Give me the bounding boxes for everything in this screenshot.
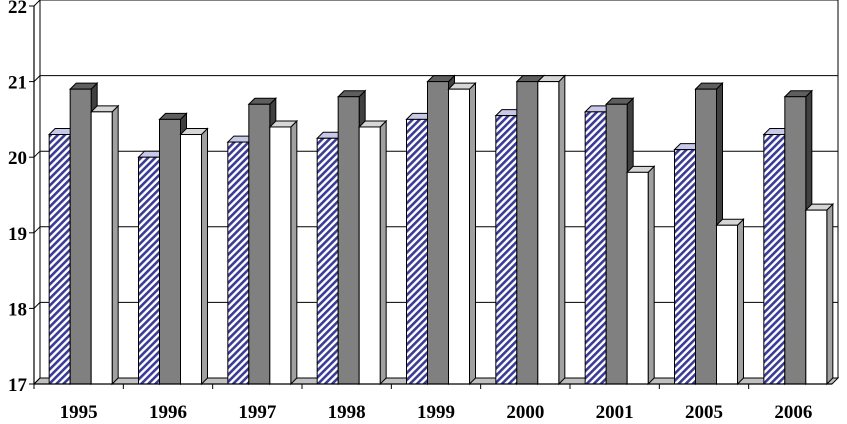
y-tick-depth: [33, 75, 41, 82]
axes: [29, 0, 832, 389]
y-tick-depth: [33, 0, 41, 7]
bar: [716, 224, 738, 385]
x-tick-label: 1996: [149, 402, 187, 423]
x-tick-label: 2005: [685, 402, 723, 423]
bar: [626, 171, 649, 385]
bar-side: [379, 119, 387, 386]
y-tick-label: 18: [8, 299, 27, 320]
x-tick-label: 1995: [60, 402, 98, 423]
y-tick-labels: 17 18 19 20 21 22: [8, 0, 28, 396]
bar-side: [558, 74, 566, 386]
bar-side: [290, 119, 298, 386]
x-tick-label: 2000: [506, 402, 544, 423]
x-tick-labels: 1995 1996 1997 1998 1999 2000 2001 2005 2006: [60, 402, 813, 423]
bar: [227, 141, 250, 385]
bar: [448, 88, 470, 385]
bar: [316, 137, 339, 385]
bar: [90, 111, 113, 385]
y-tick-depth: [33, 150, 41, 158]
bar: [159, 118, 181, 385]
x-tick-label: 1998: [328, 402, 366, 423]
bars: [47, 74, 835, 386]
x-tick-label: 1999: [417, 402, 455, 423]
y-tick-label: 22: [8, 0, 27, 18]
bar: [358, 126, 381, 385]
bar: [248, 103, 271, 385]
x-tick-label: 2001: [596, 402, 634, 423]
bar: [48, 134, 71, 385]
bar: [516, 81, 539, 385]
bar: [337, 96, 360, 385]
y-tick-label: 17: [8, 375, 28, 396]
bar: [537, 81, 560, 385]
bar-side: [737, 218, 744, 386]
bar: [763, 134, 786, 385]
y-tick-label: 19: [8, 224, 27, 245]
y-tick-depth: [33, 377, 41, 385]
bar-side: [826, 202, 834, 386]
bar: [138, 156, 160, 385]
y-tick-label: 21: [8, 73, 27, 94]
y-tick-depth: [33, 302, 41, 309]
bar: [406, 118, 428, 385]
bar: [695, 88, 717, 385]
bar-side: [201, 127, 208, 386]
bar: [584, 111, 607, 385]
bar-side: [469, 81, 476, 386]
bar-side: [111, 104, 119, 386]
bar: [805, 209, 828, 385]
y-tick-label: 20: [8, 148, 27, 169]
bar: [605, 103, 628, 385]
bar: [69, 88, 92, 385]
bar: [180, 134, 202, 385]
x-tick-label: 2006: [774, 402, 812, 423]
bar: [427, 81, 449, 385]
bar: [495, 115, 518, 385]
x-tick-label: 1997: [238, 402, 277, 423]
y-tick-depth: [33, 226, 41, 234]
bar: [784, 96, 807, 385]
bar: [674, 149, 696, 385]
bar: [269, 126, 292, 385]
bar-side: [647, 165, 655, 386]
